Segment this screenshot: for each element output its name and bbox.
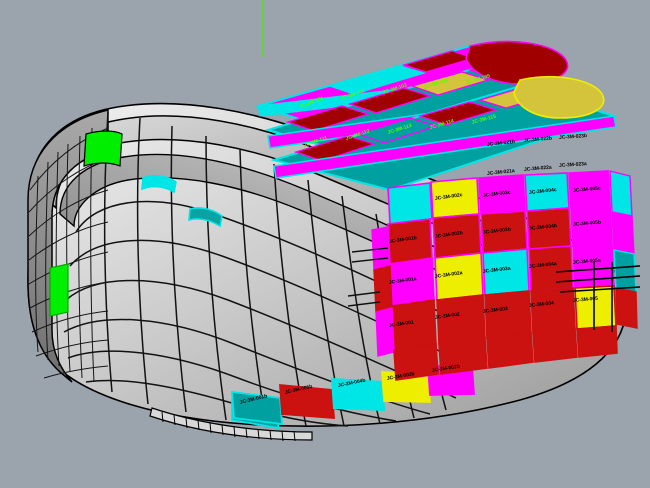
hull-side-rails xyxy=(347,247,389,307)
panel-JC-3M-004[interactable] xyxy=(530,287,576,334)
panel-JC-3M-003b[interactable] xyxy=(480,210,528,254)
panel-JC-3M-003[interactable] xyxy=(484,290,532,339)
deck3-darkred-block-1[interactable] xyxy=(293,135,377,162)
cyan-patch-mid-deck[interactable] xyxy=(141,175,177,194)
panel-JC-3M-004a[interactable] xyxy=(528,245,574,292)
panel-JC-3M-001c[interactable] xyxy=(387,182,433,225)
bilge-panel-JC-3M-001b[interactable] xyxy=(393,343,439,381)
deckhouse-aft-round-1[interactable] xyxy=(465,40,569,85)
panel-transition-strip[interactable] xyxy=(371,226,395,357)
aft-panel-magenta-1[interactable] xyxy=(611,211,635,255)
deck2-darkred-block-1[interactable] xyxy=(285,105,371,132)
panel-JC-3M-001a[interactable] xyxy=(389,257,435,307)
teal-patch-mid-deck[interactable] xyxy=(188,207,223,228)
panel-JC-3M-005c[interactable] xyxy=(568,170,611,209)
panel-JC-3M-003c[interactable] xyxy=(478,174,526,215)
green-patch-upper-bow[interactable] xyxy=(83,130,123,167)
green-patch-lower-bow[interactable] xyxy=(49,263,69,317)
panel-JC-3M-003a[interactable] xyxy=(482,248,530,296)
panel-JC-3M-002b[interactable] xyxy=(432,213,482,259)
panel-JC-3M-002[interactable] xyxy=(436,294,486,345)
upper-deckhouse-group[interactable] xyxy=(254,40,618,192)
bilge-panel-JC-3M-004b[interactable] xyxy=(330,377,386,412)
aft-panel-teal-1[interactable] xyxy=(613,249,637,293)
deck3-magenta-rail[interactable] xyxy=(273,115,617,179)
panel-rail-lines xyxy=(555,262,641,332)
deck1-cyan-plate-a[interactable] xyxy=(327,65,427,95)
deck-level-3[interactable] xyxy=(270,84,618,192)
aft-face-group[interactable] xyxy=(609,170,638,329)
panel-JC-3M-004b[interactable] xyxy=(526,207,572,250)
hull-keel-strip xyxy=(149,407,313,442)
bilge-panel-JC-3M-005b[interactable] xyxy=(279,384,335,419)
panel-JC-3M-004c[interactable] xyxy=(524,172,570,212)
panel-JC-3M-005b[interactable] xyxy=(570,205,613,247)
bilge-panel-teal[interactable] xyxy=(231,390,283,426)
deck3-teal-block-1[interactable] xyxy=(355,117,439,144)
panel-row-c[interactable] xyxy=(387,170,611,225)
panel-row-a[interactable] xyxy=(389,243,615,307)
deckhouse-aft-round-2[interactable] xyxy=(513,76,605,119)
panel-strip-magenta-2[interactable] xyxy=(375,307,395,357)
panel-JC-3M-002a[interactable] xyxy=(434,252,484,301)
deck2-darkred-block-2[interactable] xyxy=(347,87,433,114)
panel-JC-3M-002c[interactable] xyxy=(430,177,480,219)
aft-panel-cyan-1[interactable] xyxy=(609,170,633,217)
bilge-strake-group[interactable] xyxy=(231,325,618,426)
bilge-panel-extra-4[interactable] xyxy=(576,325,618,358)
deck2-yellow-block[interactable] xyxy=(409,71,491,96)
panel-JC-3M-005[interactable] xyxy=(574,285,617,330)
aft-panel-red-1[interactable] xyxy=(615,287,638,329)
hull-bow-side-face xyxy=(27,109,109,383)
side-shell-panel-grid[interactable] xyxy=(371,170,617,357)
panel-strip-red[interactable] xyxy=(373,265,393,313)
deck3-darkred-block-2[interactable] xyxy=(417,101,499,126)
bilge-panel-extra-2[interactable] xyxy=(486,332,534,369)
bilge-panel-extra-1[interactable] xyxy=(438,337,488,375)
panel-row-b[interactable] xyxy=(387,205,613,265)
panel-JC-3M-001b[interactable] xyxy=(387,218,433,265)
bilge-panel-extra-3[interactable] xyxy=(532,328,578,363)
panel-JC-3M-001[interactable] xyxy=(391,299,437,351)
